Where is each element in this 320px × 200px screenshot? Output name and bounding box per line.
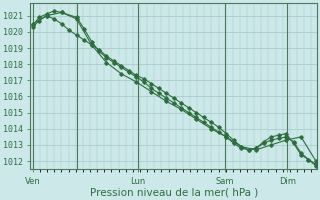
X-axis label: Pression niveau de la mer( hPa ): Pression niveau de la mer( hPa ) (90, 187, 258, 197)
